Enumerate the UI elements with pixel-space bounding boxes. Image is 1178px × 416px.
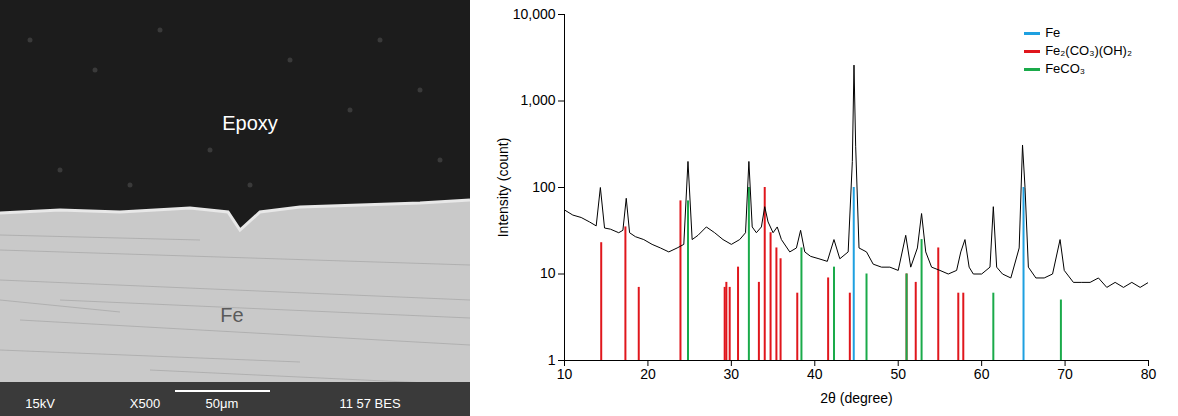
svg-text:10: 10 xyxy=(557,366,573,382)
svg-text:1,000: 1,000 xyxy=(520,92,555,108)
svg-text:10,000: 10,000 xyxy=(513,6,556,22)
svg-text:80: 80 xyxy=(1141,366,1157,382)
svg-text:70: 70 xyxy=(1057,366,1073,382)
svg-text:Epoxy: Epoxy xyxy=(222,112,278,134)
svg-text:40: 40 xyxy=(807,366,823,382)
svg-text:1: 1 xyxy=(548,352,556,368)
svg-text:100: 100 xyxy=(532,179,556,195)
svg-text:60: 60 xyxy=(974,366,990,382)
svg-text:Intensity (count): Intensity (count) xyxy=(495,138,511,238)
html-text:Fe₂(CO₃)(OH)₂: Fe₂(CO₃)(OH)₂ xyxy=(1045,43,1132,58)
svg-text:50: 50 xyxy=(890,366,906,382)
svg-text:10: 10 xyxy=(540,265,556,281)
svg-text:20: 20 xyxy=(640,366,656,382)
html-text:FeCO₃: FeCO₃ xyxy=(1045,61,1086,76)
html-text:Fe: Fe xyxy=(1045,25,1061,40)
svg-text:11 57 BES: 11 57 BES xyxy=(339,396,401,411)
svg-text:50μm: 50μm xyxy=(206,396,239,411)
svg-text:30: 30 xyxy=(724,366,740,382)
svg-text:Fe: Fe xyxy=(220,304,243,326)
svg-text:2θ (degree): 2θ (degree) xyxy=(820,390,892,406)
svg-text:X500: X500 xyxy=(130,396,160,411)
svg-text:15kV: 15kV xyxy=(25,396,55,411)
